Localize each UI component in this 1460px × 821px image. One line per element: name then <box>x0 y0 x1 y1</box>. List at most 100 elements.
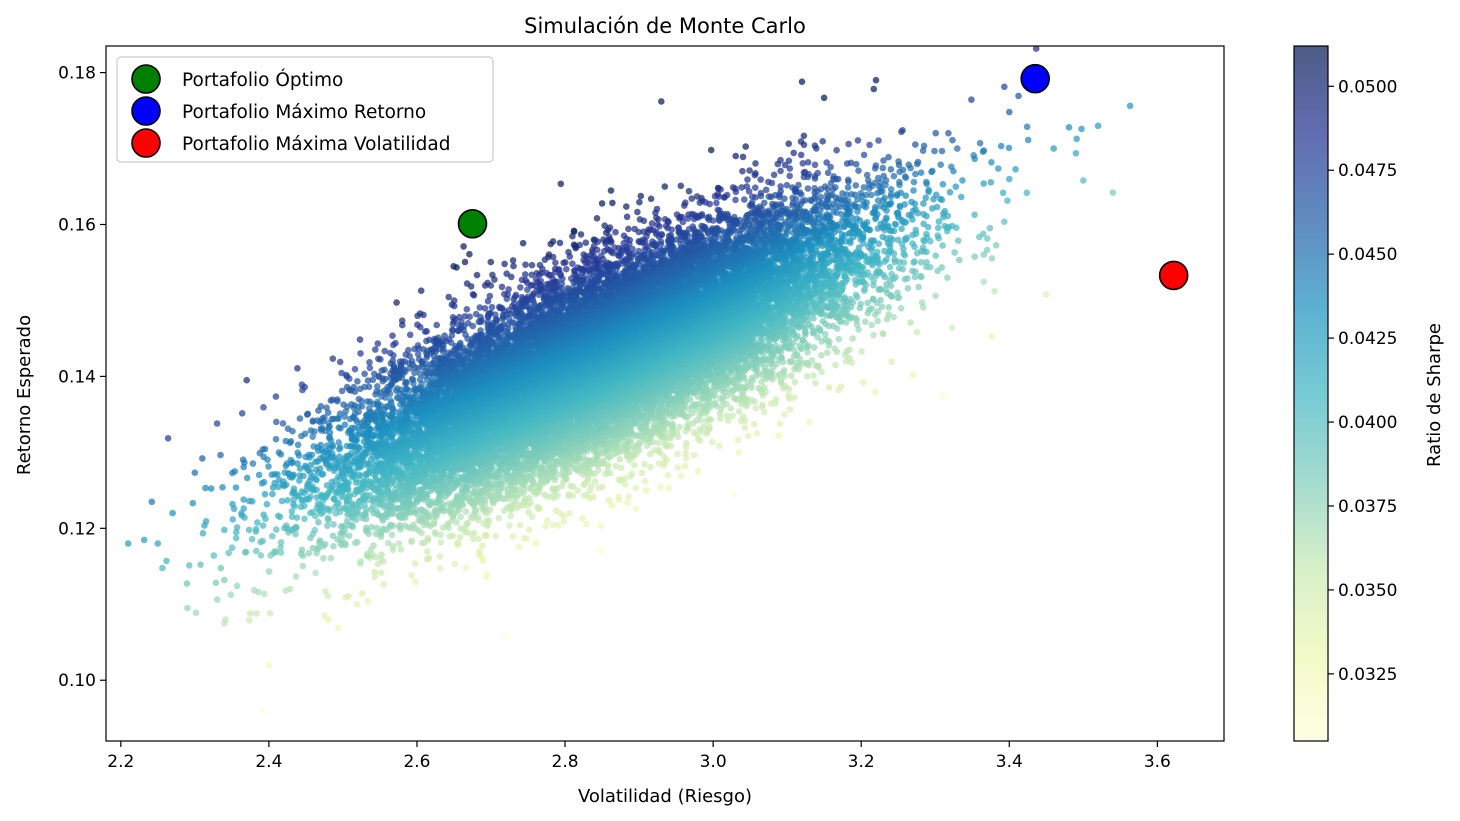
portfolio-point <box>694 468 702 475</box>
portfolio-point <box>192 609 200 617</box>
portfolio-point <box>371 568 379 576</box>
portfolio-point <box>868 321 875 329</box>
portfolio-point <box>992 242 1000 249</box>
portfolio-point <box>674 450 681 458</box>
portfolio-point <box>615 493 622 501</box>
portfolio-point <box>759 401 766 409</box>
portfolio-point <box>221 576 228 584</box>
portfolio-point <box>371 573 378 581</box>
portfolio-point <box>520 535 528 542</box>
portfolio-point <box>745 432 752 440</box>
portfolio-point <box>750 420 758 428</box>
portfolio-point <box>761 384 768 391</box>
portfolio-point <box>664 472 672 479</box>
portfolio-point <box>437 539 445 546</box>
portfolio-point <box>890 313 897 321</box>
portfolio-point <box>735 449 743 456</box>
portfolio-point <box>638 469 646 477</box>
portfolio-point <box>706 415 713 423</box>
portfolio-point <box>909 267 916 275</box>
portfolio-point <box>292 523 300 531</box>
portfolio-point <box>1080 177 1087 184</box>
portfolio-point <box>980 278 988 286</box>
portfolio-point <box>592 478 599 485</box>
portfolio-point <box>470 535 477 543</box>
portfolio-point <box>991 288 998 295</box>
portfolio-point <box>363 550 371 558</box>
portfolio-point <box>815 324 822 332</box>
portfolio-point <box>810 344 818 351</box>
portfolio-point <box>456 534 464 541</box>
portfolio-point <box>541 491 548 498</box>
portfolio-point <box>253 610 260 617</box>
portfolio-point <box>412 578 419 586</box>
portfolio-point <box>610 451 618 458</box>
portfolio-point <box>939 392 946 399</box>
portfolio-point <box>271 548 278 555</box>
portfolio-point <box>803 373 811 380</box>
portfolio-point <box>222 616 229 623</box>
portfolio-point <box>483 517 491 524</box>
portfolio-point <box>715 442 723 450</box>
portfolio-point <box>246 610 254 617</box>
portfolio-point <box>870 331 877 339</box>
portfolio-point <box>605 497 613 504</box>
portfolio-point <box>632 505 640 513</box>
portfolio-point <box>752 404 760 412</box>
portfolio-point <box>411 560 419 567</box>
portfolio-point <box>657 483 664 491</box>
portfolio-point <box>608 502 616 509</box>
portfolio-point <box>647 463 654 471</box>
portfolio-point <box>251 587 258 594</box>
portfolio-point <box>389 542 397 550</box>
portfolio-point <box>277 539 285 546</box>
portfolio-point <box>874 317 881 325</box>
portfolio-point <box>502 632 510 640</box>
portfolio-point <box>265 661 273 669</box>
portfolio-point <box>739 413 747 421</box>
portfolio-point <box>862 318 869 326</box>
portfolio-point <box>819 317 827 325</box>
portfolio-point <box>787 372 795 380</box>
portfolio-point <box>894 289 901 297</box>
portfolio-point <box>312 569 320 577</box>
portfolio-point <box>397 546 405 553</box>
portfolio-point <box>183 580 191 587</box>
portfolio-point <box>625 493 632 501</box>
portfolio-point <box>260 590 268 598</box>
portfolio-point <box>895 264 903 272</box>
portfolio-point <box>482 531 489 539</box>
portfolio-point <box>810 372 817 379</box>
portfolio-point <box>266 609 274 617</box>
portfolio-point <box>616 456 624 463</box>
portfolio-point <box>595 484 602 491</box>
portfolio-point <box>661 441 669 449</box>
portfolio-point <box>911 258 918 265</box>
portfolio-point <box>849 335 856 342</box>
portfolio-point <box>525 526 533 533</box>
portfolio-point <box>457 525 464 532</box>
portfolio-point <box>327 554 335 562</box>
portfolio-point <box>462 508 470 515</box>
portfolio-point <box>917 259 925 266</box>
portfolio-point <box>824 349 831 356</box>
portfolio-point <box>683 439 690 447</box>
portfolio-point <box>567 482 574 490</box>
portfolio-point <box>329 532 337 540</box>
portfolio-point <box>641 478 649 485</box>
portfolio-point <box>818 368 825 376</box>
portfolio-point <box>988 333 995 340</box>
portfolio-point <box>685 420 692 427</box>
portfolio-point <box>944 274 951 282</box>
portfolio-point <box>711 399 719 406</box>
portfolio-point <box>228 544 236 551</box>
portfolio-point <box>915 283 922 291</box>
portfolio-point <box>857 300 864 308</box>
portfolio-point <box>612 462 619 470</box>
portfolio-point <box>888 358 895 366</box>
portfolio-point <box>723 412 731 420</box>
portfolio-point <box>408 537 416 545</box>
portfolio-point <box>599 457 607 465</box>
portfolio-point <box>560 518 568 525</box>
portfolio-point <box>337 523 345 530</box>
